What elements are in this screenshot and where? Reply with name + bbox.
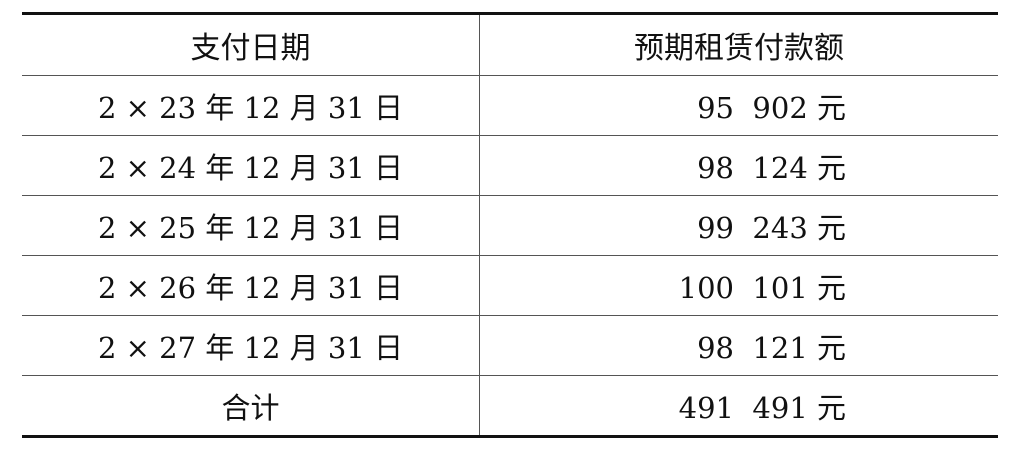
payment-date-cell: 2 × 23 年 12 月 31 日 (22, 75, 480, 136)
amount-cell: 99 243 元 (479, 195, 998, 256)
total-label: 合计 (22, 375, 480, 437)
table-row: 2 × 24 年 12 月 31 日 98 124 元 (22, 135, 998, 196)
lease-payment-table: 支付日期 预期租赁付款额 2 × 23 年 12 月 31 日 95 902 元… (22, 12, 998, 438)
amount-cell: 95 902 元 (479, 75, 998, 136)
table-row: 2 × 26 年 12 月 31 日 100 101 元 (22, 255, 998, 316)
amount-cell: 98 121 元 (479, 315, 998, 376)
table-row: 2 × 25 年 12 月 31 日 99 243 元 (22, 195, 998, 256)
amount-cell: 100 101 元 (479, 255, 998, 316)
table-row: 2 × 23 年 12 月 31 日 95 902 元 (22, 75, 998, 136)
total-row: 合计 491 491 元 (22, 375, 998, 437)
payment-date-cell: 2 × 26 年 12 月 31 日 (22, 255, 480, 316)
payment-date-cell: 2 × 27 年 12 月 31 日 (22, 315, 480, 376)
header-payment-date: 支付日期 (22, 13, 480, 76)
table-row: 2 × 27 年 12 月 31 日 98 121 元 (22, 315, 998, 376)
header-row: 支付日期 预期租赁付款额 (22, 13, 998, 76)
total-amount: 491 491 元 (678, 390, 846, 425)
payment-date-cell: 2 × 25 年 12 月 31 日 (22, 195, 480, 256)
payment-date-cell: 2 × 24 年 12 月 31 日 (22, 135, 480, 196)
amount-cell: 98 124 元 (479, 135, 998, 196)
header-expected-lease-payment: 预期租赁付款额 (479, 13, 998, 76)
